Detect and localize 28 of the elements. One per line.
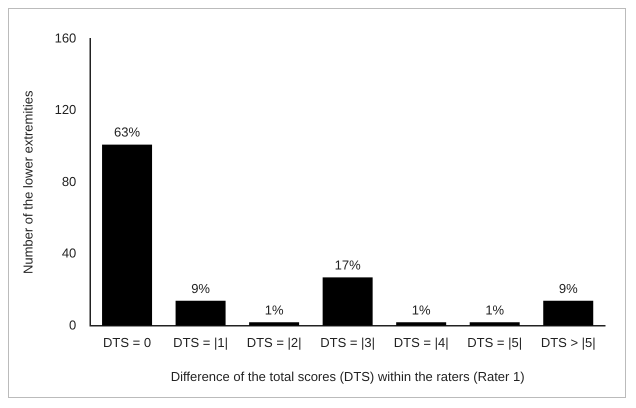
y-tick-label: 80 bbox=[62, 174, 76, 189]
annotation: 63% bbox=[114, 124, 140, 140]
bar bbox=[470, 322, 520, 326]
x-tick-label: DTS = |5| bbox=[467, 335, 522, 350]
bar bbox=[543, 300, 594, 326]
bar bbox=[249, 322, 300, 326]
y-tick-label: 40 bbox=[62, 246, 76, 261]
annotation: 1% bbox=[264, 302, 284, 318]
y-tick-label: 120 bbox=[54, 102, 76, 118]
annotation: 17% bbox=[334, 257, 362, 272]
y-axis-title: Number of the lower extremities bbox=[20, 90, 36, 274]
x-tick-label: DTS > |5| bbox=[540, 335, 596, 350]
x-tick-label: DTS = |4| bbox=[394, 335, 449, 350]
y-tick-label: 160 bbox=[54, 30, 76, 46]
bar bbox=[322, 277, 373, 326]
x-tick-label: DTS = |2| bbox=[246, 335, 302, 350]
x-tick-label: DTS = 0 bbox=[103, 335, 152, 350]
bar bbox=[102, 144, 152, 326]
annotation: 1% bbox=[485, 302, 505, 318]
annotation: 1% bbox=[412, 302, 432, 318]
x-tick-label: DTS = |3| bbox=[320, 335, 376, 350]
x-axis-title: Difference of the total scores (DTS) within the raters (Rater 1) bbox=[170, 368, 525, 384]
bar bbox=[176, 300, 226, 326]
bar bbox=[396, 322, 446, 326]
annotation: 9% bbox=[558, 280, 578, 296]
annotation: 9% bbox=[191, 280, 210, 296]
x-tick-label: DTS = |1| bbox=[173, 335, 228, 350]
y-tick-label: 0 bbox=[69, 317, 76, 332]
